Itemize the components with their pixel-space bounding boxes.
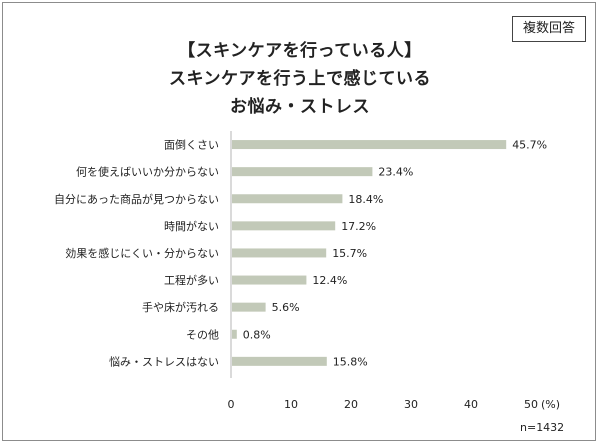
category-label: 悩み・ストレスはない [109,354,219,368]
chart-title-line-3: お悩み・ストレス [230,97,370,117]
category-label: 手や床が汚れる [142,300,219,314]
bar [232,167,373,177]
bar [232,248,327,258]
x-tick-label: 40 [464,398,478,411]
category-label: 自分にあった商品が見つからない [54,192,219,206]
x-tick-label: 20 [344,398,358,411]
value-label: 18.4% [348,193,383,206]
category-label: 効果を感じにくい・分からない [65,246,219,260]
chart-title-line-1: 【スキンケアを行っている人】 [178,41,422,61]
value-label: 23.4% [378,166,413,179]
bar [232,329,237,339]
sample-size-note: n=1432 [520,421,565,434]
value-label: 45.7% [512,139,547,152]
bar [232,140,507,150]
value-label: 0.8% [243,328,271,341]
value-label: 15.7% [332,247,367,260]
x-tick-label: 0 [228,398,235,411]
x-tick-label: 50 [524,398,538,411]
category-label: その他 [186,328,219,341]
category-label: 何を使えばいいか分からない [76,166,219,179]
bar [232,221,336,231]
value-label: 5.6% [272,301,300,314]
category-label: 工程が多い [164,273,219,287]
multiple-answer-badge: 複数回答 [512,16,586,42]
bar [232,302,266,312]
value-label: 17.2% [341,220,376,233]
bar [232,194,343,204]
chart-title-line-2: スキンケアを行う上で感じている [169,69,431,89]
value-label: 15.8% [333,355,368,368]
x-axis-unit-label: (%) [541,398,560,411]
category-label: 面倒くさい [164,139,219,152]
x-tick-label: 10 [284,398,298,411]
x-tick-label: 30 [404,398,418,411]
value-label: 12.4% [312,274,347,287]
bar [232,356,327,366]
bar [232,275,307,285]
category-label: 時間がない [164,219,219,233]
